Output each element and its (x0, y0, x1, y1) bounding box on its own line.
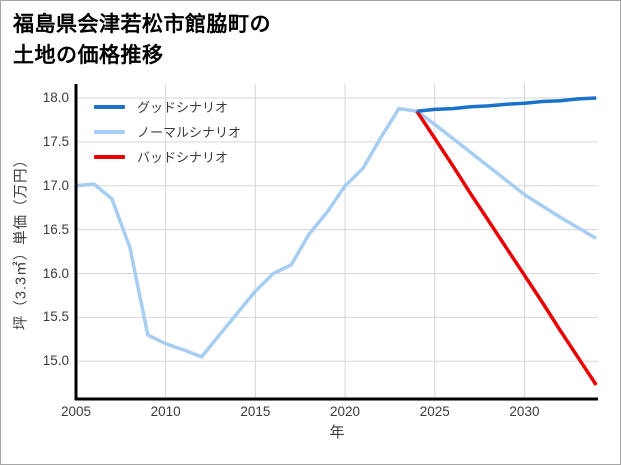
y-tick-label: 16.5 (42, 221, 69, 237)
x-tick-label: 2010 (150, 404, 181, 419)
legend-item: ノーマルシナリオ (94, 119, 241, 144)
legend-line-swatch (94, 104, 125, 109)
legend-item: グッドシナリオ (94, 94, 241, 119)
chart-title: 福島県会津若松市館脇町の 土地の価格推移 (13, 9, 271, 71)
x-tick-label: 2015 (240, 404, 271, 419)
y-tick-label: 17.0 (42, 177, 69, 193)
x-tick-label: 2030 (509, 404, 540, 419)
y-tick-label: 15.0 (42, 353, 69, 369)
x-tick-label: 2020 (330, 404, 361, 419)
x-tick-label: 2025 (419, 404, 450, 419)
series-line (75, 106, 598, 359)
legend: グッドシナリオ ノーマルシナリオ バッドシナリオ (94, 94, 241, 169)
legend-label: バッドシナリオ (137, 150, 229, 165)
series-line (416, 96, 597, 113)
legend-line-swatch (94, 129, 125, 134)
legend-item: バッドシナリオ (94, 144, 241, 169)
chart-title-line1: 福島県会津若松市館脇町の (13, 13, 271, 36)
series-line (415, 110, 598, 386)
y-tick-label: 17.5 (42, 133, 69, 149)
y-tick-label: 16.0 (42, 265, 69, 281)
legend-label: ノーマルシナリオ (137, 125, 242, 140)
chart-title-line2: 土地の価格推移 (13, 44, 164, 67)
y-tick-label: 18.0 (42, 90, 69, 106)
y-tick-label: 15.5 (42, 309, 69, 325)
x-axis-label: 年 (329, 424, 345, 441)
x-tick-label: 2005 (60, 404, 92, 419)
legend-label: グッドシナリオ (137, 100, 229, 115)
legend-line-swatch (94, 154, 125, 159)
